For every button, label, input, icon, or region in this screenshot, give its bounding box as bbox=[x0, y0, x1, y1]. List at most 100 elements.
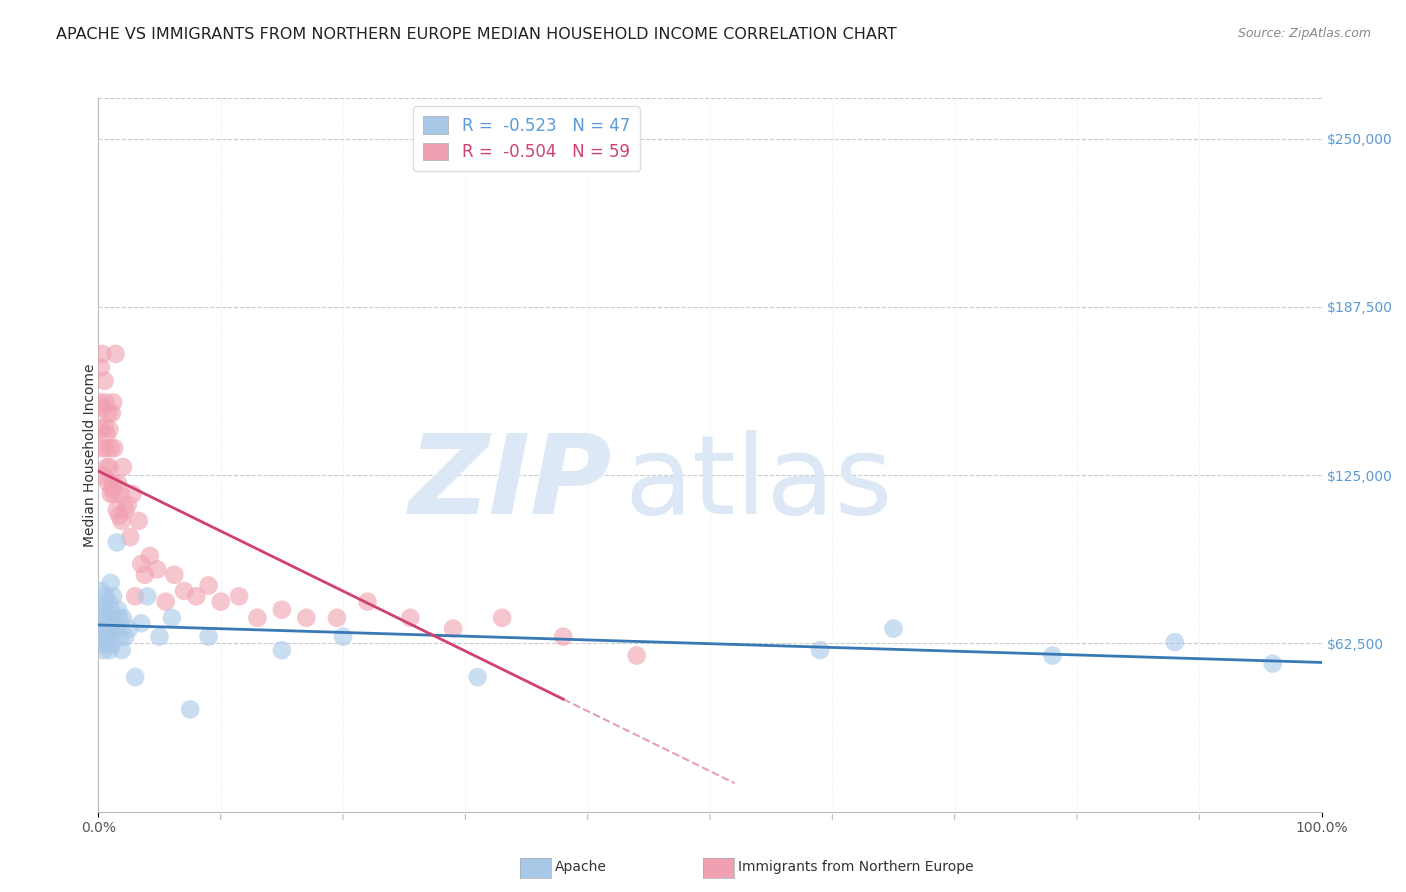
Text: atlas: atlas bbox=[624, 430, 893, 537]
Point bbox=[93, 638, 115, 652]
Point bbox=[98, 611, 121, 625]
Point bbox=[98, 460, 121, 475]
Point bbox=[96, 616, 118, 631]
Point bbox=[91, 347, 114, 361]
Point bbox=[108, 611, 131, 625]
Point bbox=[100, 603, 122, 617]
Point bbox=[103, 487, 125, 501]
Text: ZIP: ZIP bbox=[409, 430, 612, 537]
Point bbox=[326, 611, 349, 625]
Point bbox=[173, 583, 195, 598]
Point bbox=[91, 630, 114, 644]
Point bbox=[155, 595, 177, 609]
Point bbox=[1042, 648, 1064, 663]
Point bbox=[94, 622, 117, 636]
Text: Source: ZipAtlas.com: Source: ZipAtlas.com bbox=[1237, 27, 1371, 40]
Point bbox=[129, 557, 152, 571]
Point bbox=[1164, 635, 1187, 649]
Point bbox=[105, 535, 128, 549]
Point bbox=[91, 468, 114, 483]
Point bbox=[100, 441, 122, 455]
Point bbox=[89, 395, 111, 409]
Point bbox=[209, 595, 232, 609]
Point bbox=[94, 441, 117, 455]
Point bbox=[93, 374, 115, 388]
Point bbox=[129, 616, 152, 631]
Point bbox=[103, 616, 125, 631]
Point bbox=[124, 589, 146, 603]
Text: Immigrants from Northern Europe: Immigrants from Northern Europe bbox=[738, 860, 974, 874]
Point bbox=[197, 578, 219, 592]
Point bbox=[105, 503, 128, 517]
Point bbox=[107, 603, 129, 617]
Point bbox=[91, 441, 114, 455]
Point bbox=[134, 567, 156, 582]
Point bbox=[111, 514, 134, 528]
Point bbox=[107, 476, 129, 491]
Point bbox=[441, 622, 464, 636]
Text: APACHE VS IMMIGRANTS FROM NORTHERN EUROPE MEDIAN HOUSEHOLD INCOME CORRELATION CH: APACHE VS IMMIGRANTS FROM NORTHERN EUROP… bbox=[56, 27, 897, 42]
Point bbox=[270, 603, 294, 617]
Point bbox=[197, 630, 219, 644]
Point bbox=[94, 589, 117, 603]
Point bbox=[128, 514, 150, 528]
Point bbox=[332, 630, 354, 644]
Point bbox=[110, 630, 132, 644]
Point bbox=[246, 611, 269, 625]
Point bbox=[91, 401, 114, 415]
Point bbox=[179, 702, 201, 716]
Point bbox=[101, 482, 124, 496]
Point bbox=[104, 622, 127, 636]
Point bbox=[90, 422, 112, 436]
Point bbox=[101, 406, 124, 420]
Point bbox=[91, 622, 114, 636]
Point bbox=[94, 395, 117, 409]
Point bbox=[295, 611, 318, 625]
Point bbox=[89, 603, 111, 617]
Point bbox=[139, 549, 162, 563]
Point bbox=[101, 395, 124, 409]
Point bbox=[118, 622, 141, 636]
Point bbox=[146, 562, 169, 576]
Point bbox=[149, 630, 172, 644]
Point bbox=[111, 643, 134, 657]
Point bbox=[97, 595, 120, 609]
Point bbox=[100, 487, 122, 501]
Point bbox=[98, 643, 121, 657]
Point bbox=[93, 419, 115, 434]
Point bbox=[399, 611, 422, 625]
Point bbox=[491, 611, 513, 625]
Point bbox=[101, 589, 124, 603]
Point bbox=[97, 476, 120, 491]
Point bbox=[93, 603, 115, 617]
Legend: R =  -0.523   N = 47, R =  -0.504   N = 59: R = -0.523 N = 47, R = -0.504 N = 59 bbox=[413, 106, 640, 171]
Point bbox=[111, 460, 134, 475]
Point bbox=[101, 476, 124, 491]
Point bbox=[97, 630, 120, 644]
Point bbox=[97, 406, 120, 420]
Point bbox=[228, 589, 250, 603]
Point bbox=[96, 460, 118, 475]
Point bbox=[163, 567, 186, 582]
Point bbox=[91, 643, 114, 657]
Point bbox=[553, 630, 575, 644]
Point bbox=[270, 643, 294, 657]
Point bbox=[96, 635, 118, 649]
Point bbox=[110, 487, 132, 501]
Text: Apache: Apache bbox=[555, 860, 607, 874]
Point bbox=[467, 670, 489, 684]
Point bbox=[91, 611, 114, 625]
Point bbox=[186, 589, 208, 603]
Point bbox=[104, 347, 127, 361]
Point bbox=[90, 583, 112, 598]
Point bbox=[100, 622, 122, 636]
Point bbox=[100, 575, 122, 590]
Point bbox=[96, 427, 118, 442]
Point bbox=[121, 487, 143, 501]
Point bbox=[117, 498, 139, 512]
Point bbox=[883, 622, 905, 636]
Point bbox=[136, 589, 159, 603]
Y-axis label: Median Household Income: Median Household Income bbox=[83, 363, 97, 547]
Point bbox=[124, 670, 146, 684]
Point bbox=[114, 503, 136, 517]
